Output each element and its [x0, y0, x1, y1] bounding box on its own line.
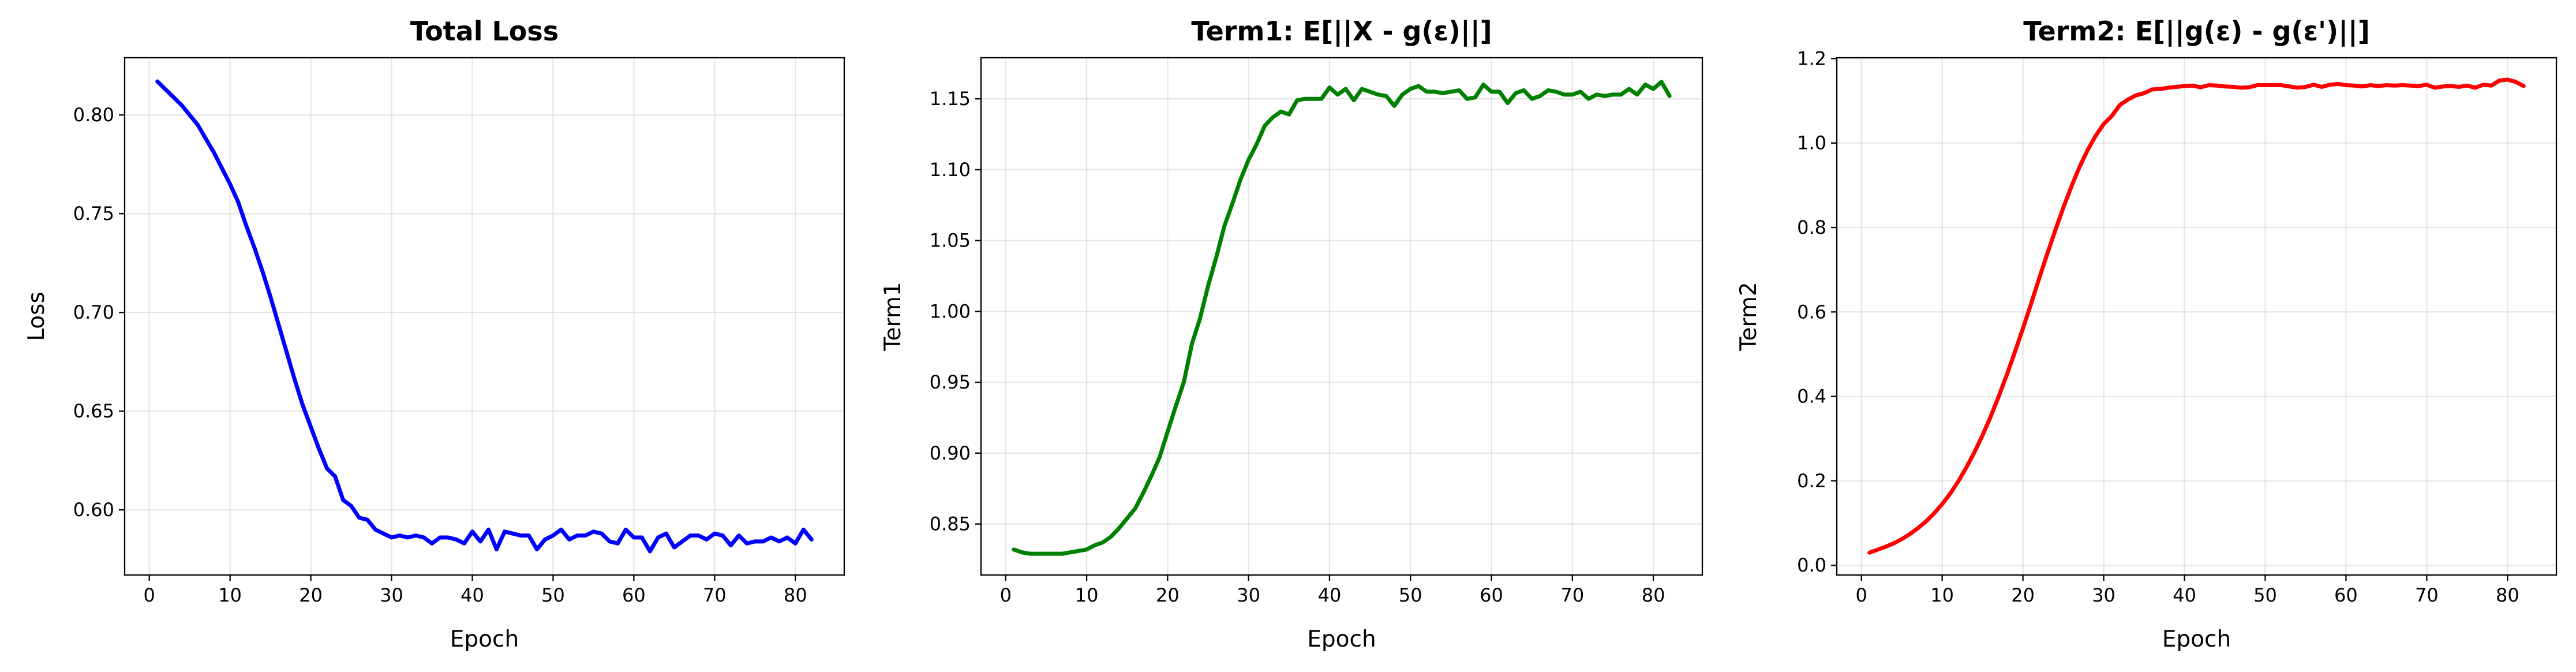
x-tick-label: 80: [2496, 584, 2519, 606]
x-tick-label: 50: [541, 584, 565, 606]
x-tick-label: 20: [2011, 584, 2035, 606]
x-tick-label: 40: [1318, 584, 1342, 606]
chart-title: Term1: E[||X - g(ε)||]: [1191, 16, 1492, 47]
x-tick-label: 60: [1480, 584, 1503, 606]
y-tick-label: 0.90: [930, 442, 971, 464]
x-tick-label: 20: [1156, 584, 1180, 606]
y-axis-label: Term1: [880, 282, 906, 351]
data-line: [1867, 77, 2526, 555]
y-tick-label: 0.8: [1797, 216, 1826, 238]
x-tick-label: 30: [2092, 584, 2116, 606]
x-axis-label: Epoch: [450, 626, 519, 652]
y-tick-label: 0.80: [73, 104, 114, 126]
x-tick-label: 60: [2334, 584, 2358, 606]
x-tick-label: 10: [1930, 584, 1954, 606]
x-tick-label: 10: [1075, 584, 1099, 606]
y-tick-label: 1.10: [930, 159, 971, 181]
x-tick-label: 0: [1000, 584, 1012, 606]
x-tick-label: 10: [218, 584, 242, 606]
y-tick-label: 0.95: [930, 371, 971, 393]
x-tick-label: 30: [1237, 584, 1260, 606]
y-axis-label: Loss: [24, 292, 50, 341]
chart-title: Total Loss: [410, 16, 559, 47]
x-tick-label: 50: [2253, 584, 2277, 606]
x-tick-label: 30: [380, 584, 403, 606]
x-tick-label: 60: [622, 584, 646, 606]
x-tick-label: 70: [703, 584, 727, 606]
y-tick-label: 0.4: [1797, 386, 1826, 408]
x-tick-label: 40: [2173, 584, 2196, 606]
x-tick-label: 80: [1642, 584, 1665, 606]
y-axis-label: Term2: [1736, 282, 1762, 351]
y-tick-label: 0.0: [1797, 554, 1826, 576]
y-tick-label: 1.00: [930, 300, 971, 322]
y-tick-label: 1.15: [930, 88, 971, 110]
y-tick-label: 0.70: [73, 301, 114, 323]
y-tick-label: 1.05: [930, 230, 971, 252]
x-tick-label: 70: [2415, 584, 2439, 606]
x-tick-label: 0: [144, 584, 155, 606]
axes-frame: [980, 57, 1703, 576]
x-tick-label: 20: [299, 584, 323, 606]
y-tick-label: 0.6: [1797, 301, 1826, 323]
y-tick-label: 1.0: [1797, 132, 1826, 154]
y-tick-label: 0.2: [1797, 470, 1826, 492]
x-tick-label: 50: [1399, 584, 1422, 606]
y-tick-label: 1.2: [1797, 47, 1826, 69]
y-tick-label: 0.85: [930, 513, 971, 535]
chart-title: Term2: E[||g(ε) - g(ε')||]: [2023, 16, 2370, 47]
x-tick-label: 0: [1856, 584, 1867, 606]
x-tick-label: 40: [460, 584, 484, 606]
data-line: [155, 79, 814, 554]
axes-frame: [1836, 57, 2558, 576]
y-tick-label: 0.75: [73, 203, 114, 225]
axes-frame: [123, 57, 845, 576]
x-tick-label: 80: [784, 584, 807, 606]
y-tick-label: 0.60: [73, 499, 114, 521]
x-axis-label: Epoch: [1307, 626, 1376, 652]
x-tick-label: 70: [1560, 584, 1584, 606]
x-axis-label: Epoch: [2162, 626, 2231, 652]
data-line: [1012, 80, 1672, 556]
y-tick-label: 0.65: [73, 400, 114, 422]
